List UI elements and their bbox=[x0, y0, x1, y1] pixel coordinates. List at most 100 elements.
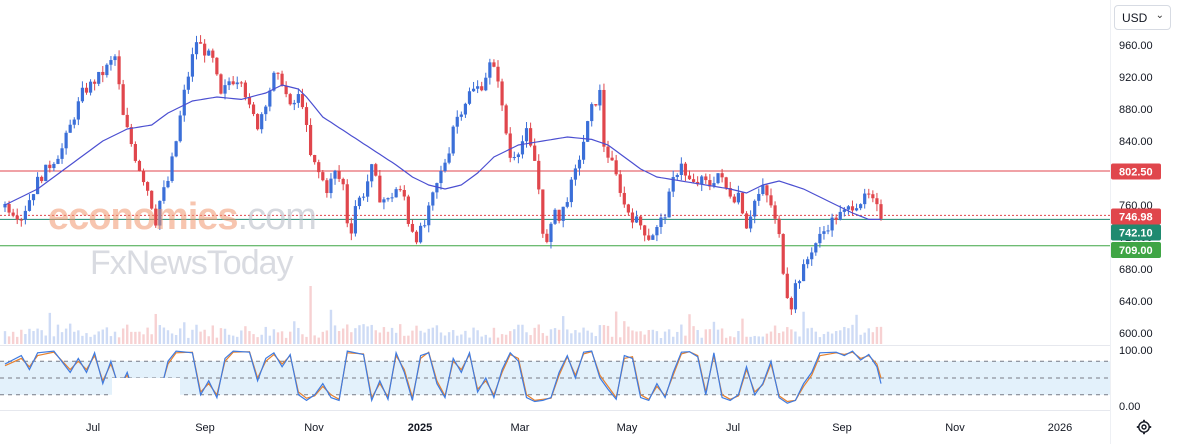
candle-body bbox=[484, 77, 488, 91]
volume-bar bbox=[350, 332, 353, 344]
volume-bar bbox=[488, 337, 492, 344]
volume-bar bbox=[73, 331, 76, 344]
candle-body bbox=[300, 94, 305, 108]
candle-body bbox=[7, 203, 11, 213]
volume-bar bbox=[879, 326, 883, 344]
candle-body bbox=[492, 62, 496, 67]
candle-body bbox=[545, 233, 549, 242]
candle-body bbox=[11, 212, 15, 216]
volume-bar bbox=[794, 331, 797, 344]
candle-body bbox=[541, 189, 545, 234]
candle-body bbox=[280, 73, 284, 86]
time-tick-label: Sep bbox=[195, 422, 215, 434]
candle-body bbox=[834, 217, 838, 220]
price-badge-text: 746.98 bbox=[1119, 212, 1153, 224]
volume-bar bbox=[529, 335, 532, 344]
volume-bar bbox=[439, 332, 443, 344]
volume-bar bbox=[134, 331, 137, 344]
volume-bar bbox=[162, 327, 166, 344]
stochastic-tick-label: 0.00 bbox=[1119, 401, 1140, 413]
candle-body bbox=[88, 81, 93, 93]
volume-bar bbox=[187, 337, 190, 344]
volume-bar bbox=[203, 329, 206, 344]
candle-body bbox=[414, 231, 419, 243]
volume-bar bbox=[655, 331, 659, 344]
candle-body bbox=[284, 85, 288, 95]
candle-body bbox=[806, 259, 810, 265]
price-tick-label: 840.00 bbox=[1119, 136, 1153, 148]
candle-body bbox=[370, 164, 374, 182]
candle-body bbox=[80, 87, 85, 102]
volume-bar bbox=[786, 327, 789, 344]
candle-body bbox=[565, 202, 569, 207]
volume-bar bbox=[126, 324, 129, 344]
candle-body bbox=[141, 170, 146, 183]
volume-bar bbox=[500, 334, 504, 344]
chevron-down-icon: ⌄ bbox=[1155, 10, 1164, 21]
price-badge-text: 742.10 bbox=[1119, 228, 1153, 240]
volume-bar bbox=[313, 335, 316, 344]
volume-bar bbox=[431, 327, 435, 344]
candle-body bbox=[439, 170, 443, 184]
volume-bar bbox=[460, 334, 463, 344]
candle-body bbox=[219, 74, 223, 94]
volume-bar bbox=[566, 329, 569, 344]
time-tick-label: Sep bbox=[832, 422, 852, 434]
candle-body bbox=[859, 204, 863, 209]
settings-gear-icon[interactable] bbox=[1134, 417, 1154, 437]
blank-patch bbox=[112, 378, 180, 404]
volume-bar bbox=[56, 324, 60, 344]
candle-body bbox=[683, 163, 688, 176]
volume-bar bbox=[435, 325, 439, 344]
candle-body bbox=[390, 197, 394, 199]
moving-average-line bbox=[4, 84, 881, 220]
volume-bar bbox=[195, 324, 198, 344]
currency-select[interactable]: USD ⌄ bbox=[1114, 5, 1171, 30]
candle-body bbox=[256, 114, 260, 130]
volume-bar bbox=[142, 334, 145, 344]
volume-bar bbox=[174, 334, 178, 344]
volume-bar bbox=[476, 330, 479, 344]
volume-bar bbox=[191, 329, 194, 344]
candle-body bbox=[137, 160, 142, 171]
candle-body bbox=[622, 192, 626, 205]
candle-body bbox=[822, 231, 826, 234]
candle-body bbox=[227, 81, 231, 86]
volume-bar bbox=[651, 329, 655, 344]
candle-body bbox=[361, 196, 366, 198]
currency-label: USD bbox=[1122, 10, 1148, 25]
volume-bar bbox=[492, 327, 496, 344]
candle-body bbox=[598, 89, 602, 106]
volume-bar bbox=[44, 335, 47, 344]
volume-bar bbox=[32, 331, 35, 344]
time-tick-label: Mar bbox=[511, 422, 530, 434]
candle-body bbox=[871, 194, 875, 199]
volume-bar bbox=[419, 330, 422, 344]
volume-bar bbox=[447, 332, 451, 344]
candle-body bbox=[56, 158, 60, 164]
candle-body bbox=[304, 107, 309, 125]
volume-bar bbox=[818, 337, 822, 344]
candle-body bbox=[251, 104, 256, 115]
candle-body bbox=[235, 82, 239, 85]
candle-body bbox=[410, 223, 415, 232]
volume-bar bbox=[557, 329, 561, 344]
volume-bar bbox=[325, 330, 329, 344]
volume-bar bbox=[317, 337, 320, 344]
candle-body bbox=[76, 101, 80, 120]
volume-bar bbox=[219, 328, 223, 344]
candle-body bbox=[313, 155, 317, 163]
candle-body bbox=[398, 189, 402, 191]
candle-body bbox=[814, 243, 818, 253]
volume-bar bbox=[138, 331, 141, 344]
volume-bar bbox=[851, 324, 854, 344]
candle-body bbox=[186, 76, 190, 90]
volume-bar bbox=[834, 331, 838, 344]
volume-bar bbox=[839, 330, 842, 344]
candle-body bbox=[529, 128, 533, 146]
candle-body bbox=[166, 180, 170, 188]
candle-body bbox=[93, 81, 97, 84]
volume-bar bbox=[113, 331, 117, 344]
volume-bar bbox=[158, 325, 162, 344]
